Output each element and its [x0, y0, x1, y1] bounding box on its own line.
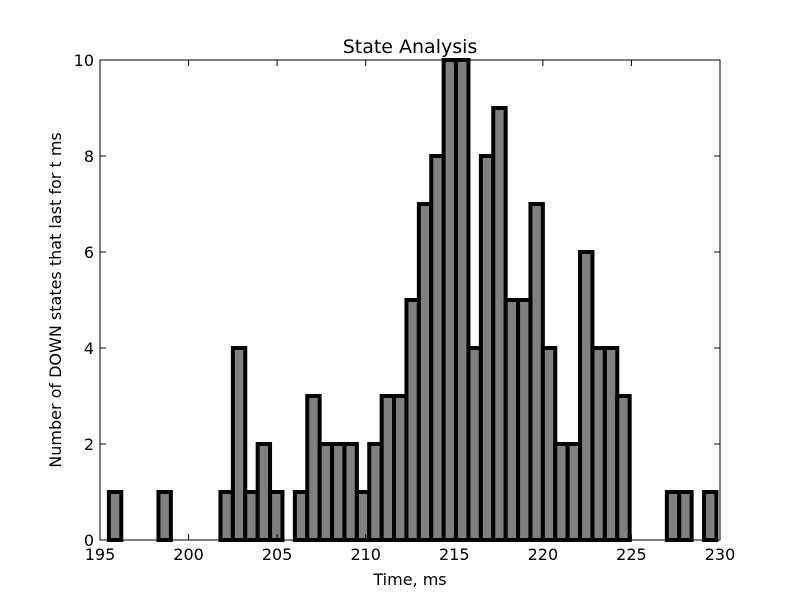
- x-tick-label: 210: [350, 545, 381, 564]
- y-tick-label: 0: [84, 531, 94, 550]
- x-tick-label: 205: [262, 545, 293, 564]
- x-axis: 195 200 205 210 215 220 225 230: [85, 60, 736, 564]
- histogram-bar: [106, 490, 124, 542]
- y-axis-label: Number of DOWN states that last for t ms: [46, 132, 65, 468]
- x-tick-label: 215: [439, 545, 470, 564]
- x-tick-label: 195: [85, 545, 116, 564]
- histogram-bar: [615, 394, 632, 542]
- y-tick-label: 10: [74, 51, 94, 70]
- x-tick-label: 220: [528, 545, 559, 564]
- histogram-bar: [702, 490, 719, 542]
- histogram-bar: [156, 490, 173, 542]
- chart-title: State Analysis: [343, 36, 478, 58]
- x-tick-label: 230: [705, 545, 736, 564]
- y-tick-label: 2: [84, 435, 94, 454]
- x-axis-label: Time, ms: [372, 570, 446, 589]
- plot-frame: [99, 59, 721, 541]
- x-tick-label: 200: [173, 545, 204, 564]
- y-tick-label: 4: [84, 339, 94, 358]
- bars-group: [106, 58, 719, 542]
- histogram-bar: [677, 490, 694, 542]
- histogram-bar: [268, 490, 285, 542]
- y-axis: 0 2 4 6 8 10: [74, 51, 720, 550]
- x-tick-label: 225: [616, 545, 647, 564]
- y-tick-label: 6: [84, 243, 94, 262]
- y-tick-label: 8: [84, 147, 94, 166]
